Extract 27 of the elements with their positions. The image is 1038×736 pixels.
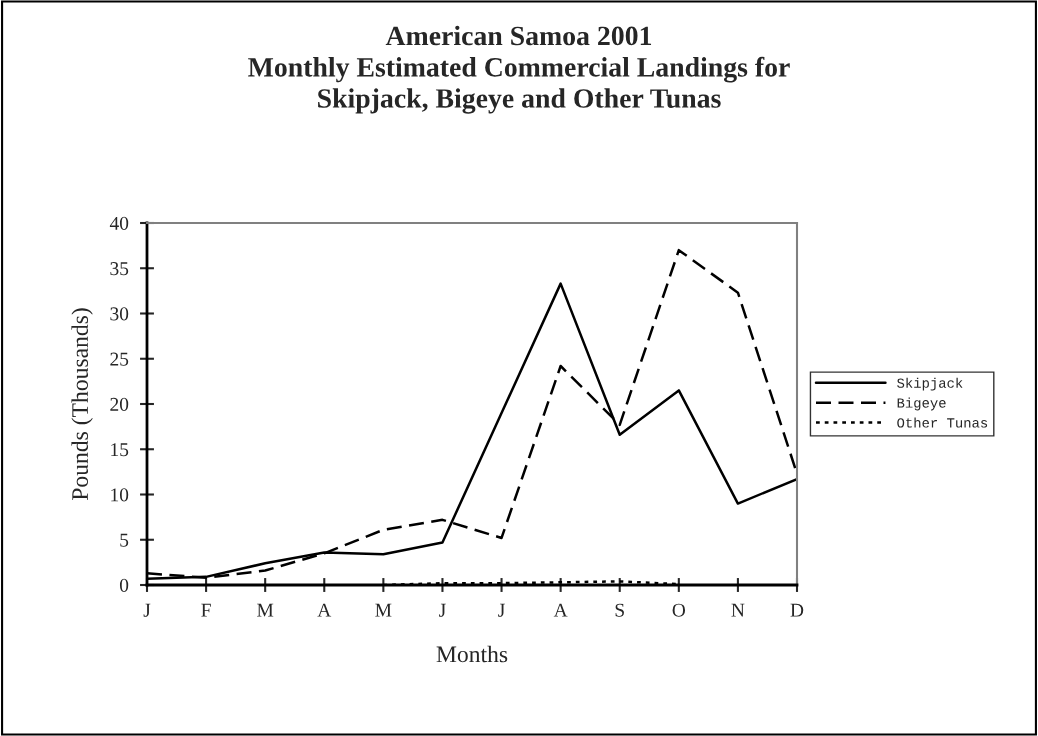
x-tick-label: A — [553, 603, 568, 617]
x-tick-label: M — [257, 603, 274, 617]
y-tick-label: 25 — [110, 352, 129, 366]
x-tick-label: A — [317, 603, 332, 617]
y-tick-label: 0 — [119, 578, 129, 592]
chart-title: American Samoa 2001 Monthly Estimated Commercial Landings for Skipjack, Bigeye and Other Tunas — [248, 25, 790, 114]
legend-label: Other Tunas — [897, 417, 988, 428]
y-tick-label: 20 — [110, 397, 129, 411]
x-tick-label: J — [439, 603, 446, 617]
y-tick-label: 30 — [110, 307, 129, 321]
legend-label: Bigeye — [897, 397, 946, 411]
x-tick-label: J — [498, 603, 505, 617]
y-tick-label: 10 — [111, 488, 129, 502]
x-tick-label: M — [375, 603, 392, 617]
x-tick-label: N — [731, 603, 745, 617]
x-tick-label: J — [143, 603, 151, 617]
y-tick-label: 40 — [109, 216, 129, 230]
y-tick-label: 5 — [120, 533, 129, 547]
x-tick-label: S — [615, 603, 624, 617]
x-tick-label: O — [672, 603, 686, 617]
x-tick-label: F — [201, 603, 211, 617]
y-tick-label: 35 — [110, 262, 129, 276]
y-axis-title: Pounds (Thousands) — [71, 308, 93, 501]
legend-label: Skipjack — [897, 377, 963, 391]
y-tick-label: 15 — [111, 443, 129, 457]
x-axis-title: Months — [436, 645, 508, 663]
x-tick-label: D — [790, 603, 804, 617]
